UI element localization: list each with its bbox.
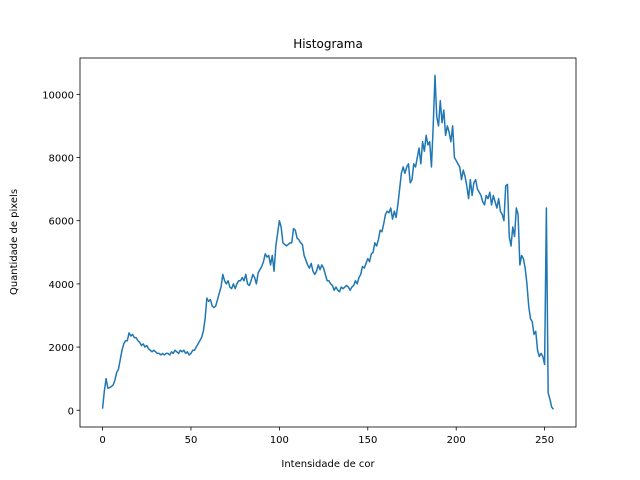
y-tick-label: 0 (68, 406, 74, 417)
x-tick-label: 100 (270, 435, 289, 446)
x-tick-label: 50 (185, 435, 198, 446)
y-tick-label: 8000 (49, 154, 74, 165)
x-axis-label: Intensidade de cor (281, 459, 375, 470)
x-tick-label: 150 (358, 435, 377, 446)
x-tick-label: 250 (535, 435, 554, 446)
x-tick-label: 200 (447, 435, 466, 446)
x-tick-label: 0 (99, 435, 105, 446)
y-tick-label: 2000 (49, 343, 74, 354)
y-tick-label: 10000 (42, 90, 74, 101)
data-line (101, 74, 555, 410)
plot-frame (79, 57, 577, 428)
y-tick-label: 4000 (49, 280, 74, 291)
y-tick-label: 6000 (49, 217, 74, 228)
y-axis-label: Quantidade de pixels (9, 189, 20, 295)
chart-title: Histograma (293, 37, 363, 51)
